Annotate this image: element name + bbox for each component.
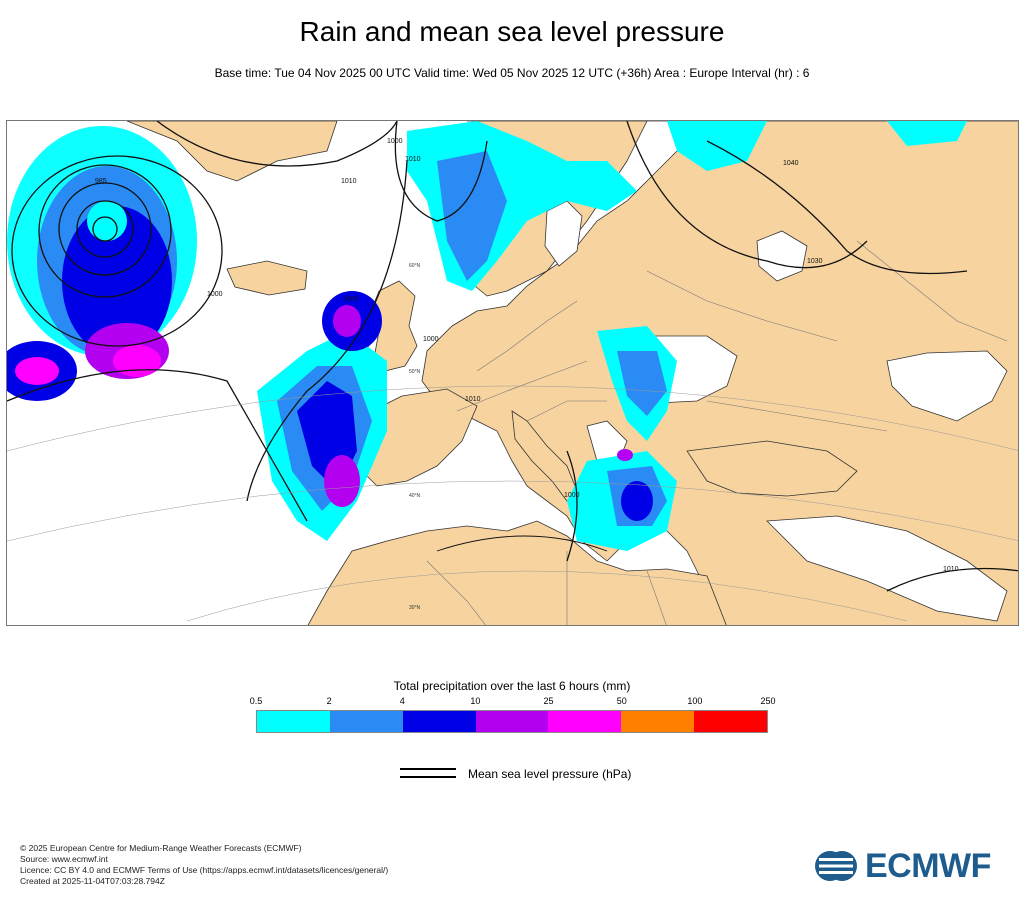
lat-label: 40°N <box>409 493 421 499</box>
colorbar-segment <box>475 711 549 732</box>
source-line: Source: www.ecmwf.int <box>20 854 108 864</box>
colorbar-segment <box>402 711 476 732</box>
isobar-label: 1030 <box>807 258 823 265</box>
colorbar <box>256 710 768 733</box>
created-line: Created at 2025-11-04T07:03:28.794Z <box>20 876 165 886</box>
weather-map: 985 1000 1010 1000 1010 1000 1000 1010 1… <box>6 120 1019 626</box>
caspian-sea <box>886 350 1008 422</box>
colorbar-tick: 2 <box>326 696 332 706</box>
precip-cyan <box>887 121 967 146</box>
graticule <box>7 385 1018 622</box>
lat-label: 50°N <box>409 369 421 375</box>
isobar-label: 1040 <box>783 160 799 167</box>
isobar-legend-line <box>400 768 456 778</box>
isobar <box>92 216 118 242</box>
copyright-line: © 2025 European Centre for Medium-Range … <box>20 843 302 853</box>
precip-cyan <box>87 201 127 241</box>
isobar <box>706 140 968 275</box>
precip-darkblue <box>621 481 653 521</box>
colorbar-tick: 0.5 <box>249 696 263 706</box>
colorbar-tick: 10 <box>470 696 481 706</box>
map-svg: 985 1000 1010 1000 1010 1000 1000 1010 1… <box>7 121 1018 625</box>
precipitation <box>7 121 967 551</box>
isobar <box>76 200 134 258</box>
persian-region-water <box>766 515 1008 622</box>
lat-label: 30°N <box>409 605 421 611</box>
isobar-label: 1000 <box>423 336 439 343</box>
isobar <box>394 121 488 222</box>
isobar <box>156 121 398 167</box>
isobar-labels: 985 1000 1010 1000 1010 1000 1000 1010 1… <box>95 138 959 573</box>
north-africa <box>307 520 727 625</box>
isobar <box>436 535 608 552</box>
colorbar-title: Total precipitation over the last 6 hour… <box>393 679 631 693</box>
ecmwf-logo-text: ECMWF <box>865 846 991 885</box>
isobar-label: 1010 <box>405 156 421 163</box>
ecmwf-logo-icon <box>815 851 857 881</box>
lat-labels: 60°N 50°N 40°N 30°N <box>409 263 421 611</box>
isobar <box>11 155 223 347</box>
footer: © 2025 European Centre for Medium-Range … <box>20 843 388 887</box>
colorbar-segment <box>548 711 622 732</box>
colorbar-tick: 4 <box>399 696 405 706</box>
isobar-label: 1000 <box>564 492 580 499</box>
lat-label: 60°N <box>409 263 421 269</box>
precip-blue <box>617 351 667 416</box>
isobar <box>246 160 408 502</box>
colorbar-ticks: 0.5 2 4 10 25 50 100 250 <box>250 696 776 708</box>
white-sea <box>756 230 808 282</box>
isobar-label: 985 <box>95 178 107 185</box>
precip-purple <box>324 455 360 507</box>
isobar-label: 1000 <box>207 291 223 298</box>
colorbar-segment <box>694 711 768 732</box>
precip-purple <box>333 305 361 337</box>
isobar-label: 1000 <box>387 138 403 145</box>
chart-title: Rain and mean sea level pressure <box>299 16 725 47</box>
isobar <box>886 567 1018 592</box>
precip-purple <box>617 449 633 461</box>
colorbar-tick: 250 <box>760 696 776 706</box>
isobar-label: 1010 <box>943 566 959 573</box>
isobar-label: 1000 <box>343 296 359 303</box>
colorbar-segment <box>329 711 403 732</box>
licence-line: Licence: CC BY 4.0 and ECMWF Terms of Us… <box>20 865 389 875</box>
isobars <box>7 121 1018 592</box>
colorbar-segment <box>621 711 695 732</box>
chart-subtitle: Base time: Tue 04 Nov 2025 00 UTC Valid … <box>214 66 810 80</box>
isobar <box>7 369 308 522</box>
isobar <box>58 182 152 276</box>
precip-darkblue <box>62 206 172 356</box>
isobar-label: 1010 <box>341 178 357 185</box>
isobar <box>626 121 868 269</box>
isobar-legend-label: Mean sea level pressure (hPa) <box>468 767 632 781</box>
precip-magenta <box>15 357 59 385</box>
isobar-label: 1010 <box>465 396 481 403</box>
colorbar-tick: 50 <box>616 696 627 706</box>
isobar <box>38 164 172 298</box>
isobar <box>566 450 578 562</box>
ecmwf-logo: ECMWF <box>813 846 1013 886</box>
colorbar-tick: 100 <box>687 696 703 706</box>
precip-magenta <box>113 345 161 377</box>
country-borders <box>426 240 1008 625</box>
anatolia <box>686 440 858 497</box>
iceland <box>226 260 308 296</box>
colorbar-segment <box>257 711 330 732</box>
precip-blue <box>437 151 507 281</box>
colorbar-tick: 25 <box>543 696 554 706</box>
